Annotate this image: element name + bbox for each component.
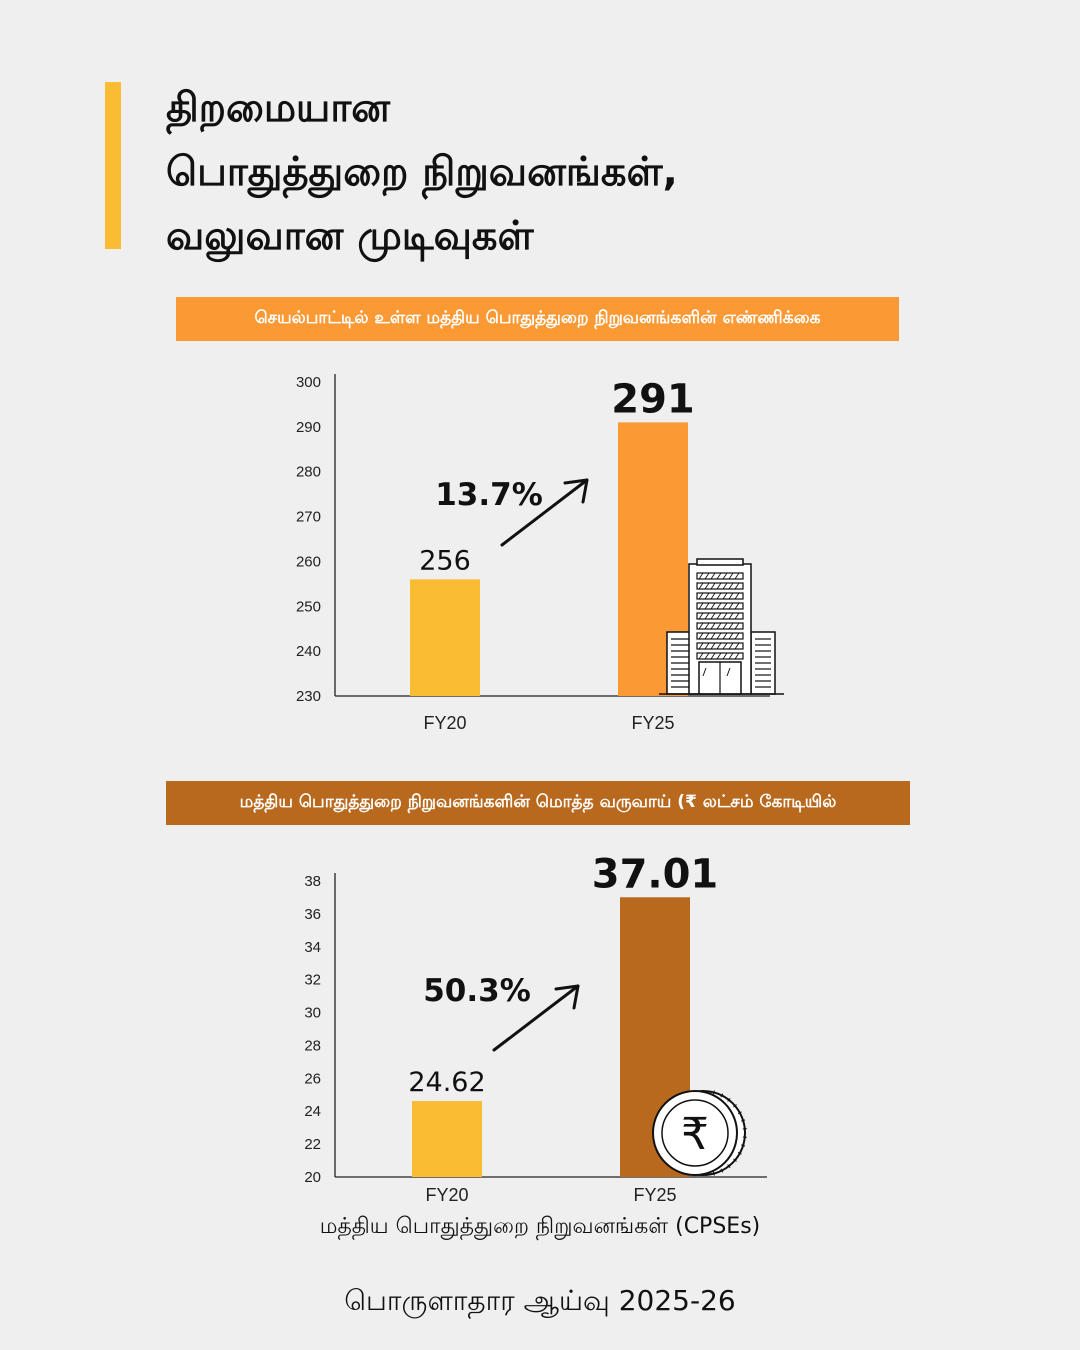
chart2-title-banner: மத்திய பொதுத்துறை நிறுவனங்களின் மொத்த வர… xyxy=(166,781,910,825)
y-tick-label: 230 xyxy=(296,688,321,705)
y-tick-label: 240 xyxy=(296,643,321,660)
bar-fy20 xyxy=(412,1101,482,1177)
chart-cpse-revenue: 20 22 24 26 28 30 32 34 36 38 24.62 FY20 37.01 FY25 50… xyxy=(304,851,767,1205)
category-label-fy20: FY20 xyxy=(425,1185,468,1205)
title-accent-bar xyxy=(105,82,121,249)
y-tick-label: 26 xyxy=(304,1070,321,1087)
value-label-fy20: 256 xyxy=(419,545,471,576)
chart1-title-banner: செயல்பாட்டில் உள்ள மத்திய பொதுத்துறை நிற… xyxy=(176,297,899,341)
y-tick-label: 300 xyxy=(296,374,321,391)
growth-arrow-icon xyxy=(492,984,580,1052)
y-tick-label: 34 xyxy=(304,939,321,956)
category-label-fy20: FY20 xyxy=(423,713,466,733)
source-footer: பொருளாதார ஆய்வு 2025-26 xyxy=(344,1284,736,1317)
svg-text:₹: ₹ xyxy=(681,1109,709,1160)
value-label-fy25: 291 xyxy=(611,376,695,422)
title-line-3: வலுவான முடிவுகள் xyxy=(166,213,534,259)
chart-cpse-count: 230 240 250 260 270 280 290 300 256 FY20 291 FY25 13… xyxy=(296,374,784,733)
charts-subtitle: மத்திய பொதுத்துறை நிறுவனங்கள் (CPSEs) xyxy=(319,1214,761,1239)
y-tick-label: 38 xyxy=(304,873,321,890)
category-label-fy25: FY25 xyxy=(633,1185,676,1205)
y-tick-label: 250 xyxy=(296,598,321,615)
y-tick-label: 32 xyxy=(304,972,321,989)
y-tick-label: 290 xyxy=(296,419,321,436)
value-label-fy20: 24.62 xyxy=(408,1067,485,1098)
rupee-coin-icon: ₹ xyxy=(652,1090,747,1176)
bar-fy20 xyxy=(410,579,480,696)
y-tick-label: 30 xyxy=(304,1005,321,1022)
y-tick-label: 20 xyxy=(304,1169,321,1186)
y-tick-label: 22 xyxy=(304,1136,321,1153)
y-tick-label: 270 xyxy=(296,509,321,526)
y-tick-label: 36 xyxy=(304,906,321,923)
value-label-fy25: 37.01 xyxy=(592,851,719,897)
y-tick-label: 24 xyxy=(304,1103,321,1120)
growth-label: 13.7% xyxy=(435,477,543,513)
page-title: திறமையான பொதுத்துறை நிறுவனங்கள், வலுவான … xyxy=(166,76,1026,268)
y-tick-label: 28 xyxy=(304,1037,321,1054)
office-building-icon xyxy=(659,558,784,695)
title-line-2: பொதுத்துறை நிறுவனங்கள், xyxy=(166,149,678,195)
title-line-1: திறமையான xyxy=(166,85,391,131)
category-label-fy25: FY25 xyxy=(631,713,674,733)
growth-label: 50.3% xyxy=(423,973,531,1009)
y-tick-label: 260 xyxy=(296,553,321,570)
growth-arrow-icon xyxy=(500,478,589,547)
y-tick-label: 280 xyxy=(296,464,321,481)
